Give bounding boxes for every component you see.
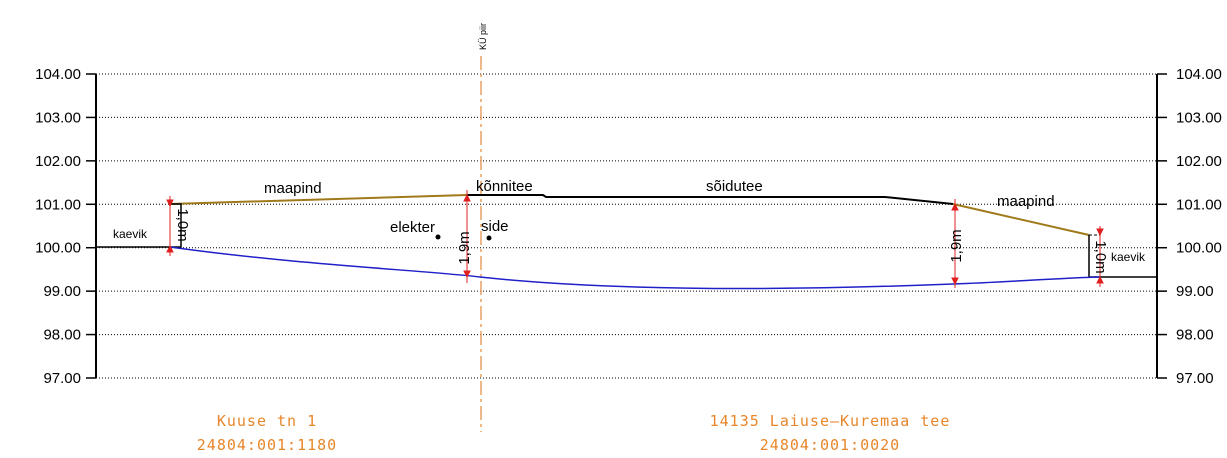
kaevik-left-label: kaevik — [113, 227, 148, 241]
soidutee-label: sõidutee — [706, 178, 763, 195]
left-tick-label: 99.00 — [43, 283, 81, 300]
right-tick-labels: 104.00 103.00 102.00 101.00 100.00 99.00 98.00… — [1157, 66, 1222, 387]
right-tick-label: 99.00 — [1176, 283, 1214, 300]
left-tick-label: 97.00 — [43, 370, 81, 387]
kaevik-right-label: kaevik — [1111, 250, 1146, 264]
maapind-right-label: maapind — [997, 193, 1055, 210]
dim-left-label: 1,0m — [174, 208, 191, 241]
dim-right-road-label: 1,9m — [948, 229, 965, 262]
konnitee-label: kõnnitee — [476, 178, 533, 195]
left-tick-label: 102.00 — [35, 153, 81, 170]
boundary-label: KÜ piir — [478, 23, 488, 50]
right-parcel-name: 14135 Laiuse–Kuremaa tee — [710, 412, 951, 430]
left-tick-label: 103.00 — [35, 109, 81, 126]
right-tick-label: 101.00 — [1176, 196, 1222, 213]
dim-right-label: 1,0m — [1092, 240, 1109, 273]
right-tick-label: 103.00 — [1176, 109, 1222, 126]
dim-mid-label: 1,9m — [456, 231, 473, 264]
left-parcel-id: 24804:001:1180 — [197, 436, 337, 454]
elekter-point — [435, 234, 441, 240]
right-tick-label: 102.00 — [1176, 153, 1222, 170]
dimension-markers — [166, 190, 1104, 288]
left-parcel-name: Kuuse tn 1 — [217, 412, 317, 430]
ground-left-slope — [169, 194, 468, 205]
right-tick-label: 104.00 — [1176, 66, 1222, 83]
pipe-profile — [169, 246, 1101, 290]
left-tick-labels: 104.00 103.00 102.00 101.00 100.00 99.00 98.00… — [35, 66, 96, 387]
left-tick-label: 101.00 — [35, 196, 81, 213]
road-surface — [467, 194, 954, 205]
maapind-left-label: maapind — [264, 180, 322, 197]
left-tick-label: 100.00 — [35, 240, 81, 257]
right-tick-label: 97.00 — [1176, 370, 1214, 387]
side-point — [486, 235, 492, 241]
left-tick-label: 98.00 — [43, 327, 81, 344]
side-label: side — [481, 218, 509, 235]
elekter-label: elekter — [390, 219, 435, 236]
right-parcel-id: 24804:001:0020 — [760, 436, 900, 454]
right-tick-label: 98.00 — [1176, 327, 1214, 344]
left-tick-label: 104.00 — [35, 66, 81, 83]
ground-right-slope — [952, 203, 1090, 236]
right-tick-label: 100.00 — [1176, 240, 1222, 257]
grid — [96, 73, 1157, 379]
